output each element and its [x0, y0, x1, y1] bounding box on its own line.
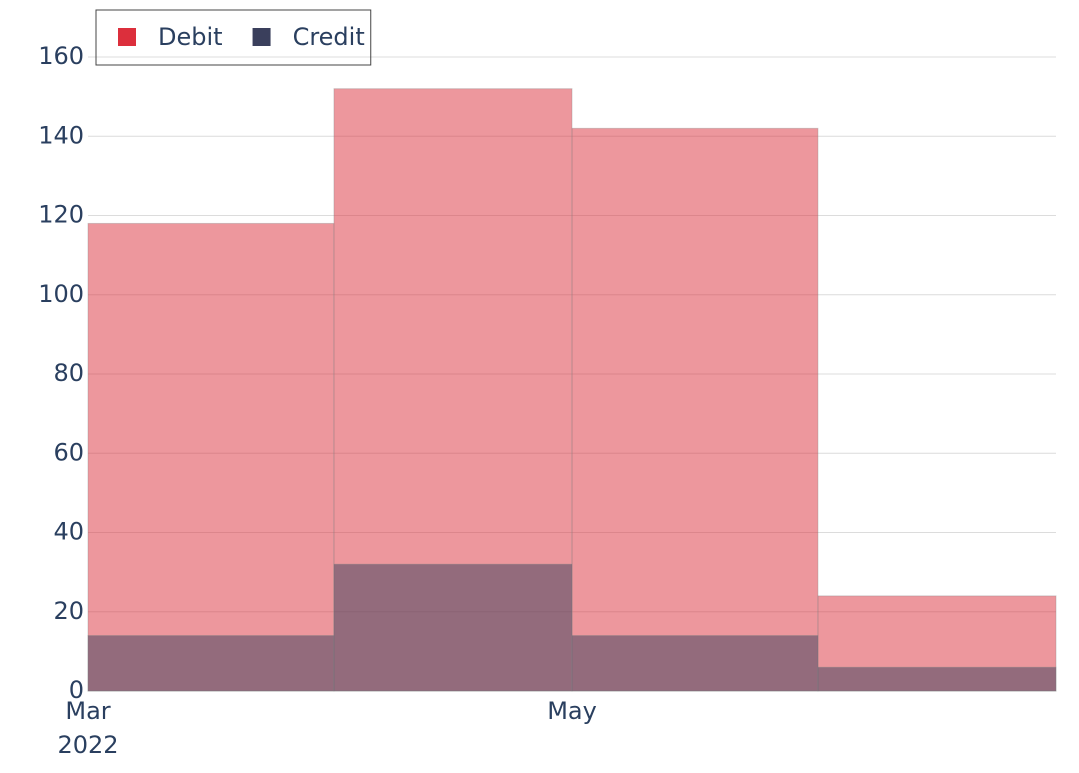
legend: Debit Credit — [95, 9, 372, 66]
y-tick-label: 140 — [38, 121, 84, 149]
legend-label: Credit — [293, 23, 365, 51]
y-tick-label: 60 — [53, 438, 84, 466]
bar — [571, 127, 819, 692]
y-tick-label: 160 — [38, 42, 84, 70]
bar — [333, 563, 573, 692]
legend-swatch — [252, 28, 271, 46]
y-tick-label: 80 — [53, 359, 84, 387]
bar — [87, 222, 335, 692]
legend-box — [95, 9, 372, 66]
y-tick-label: 40 — [53, 518, 84, 546]
bar — [87, 635, 335, 692]
y-tick-label: 120 — [38, 201, 84, 229]
bar — [817, 666, 1057, 692]
x-tick-label: Mar — [65, 697, 110, 725]
x-tick-label: May — [547, 697, 597, 725]
x-tick-label: 2022 — [57, 731, 118, 759]
bar — [571, 635, 819, 692]
legend-swatch — [118, 28, 136, 46]
y-tick-label: 0 — [69, 676, 84, 704]
legend-label: Debit — [158, 23, 223, 51]
y-tick-label: 100 — [38, 280, 84, 308]
y-tick-label: 20 — [53, 597, 84, 625]
